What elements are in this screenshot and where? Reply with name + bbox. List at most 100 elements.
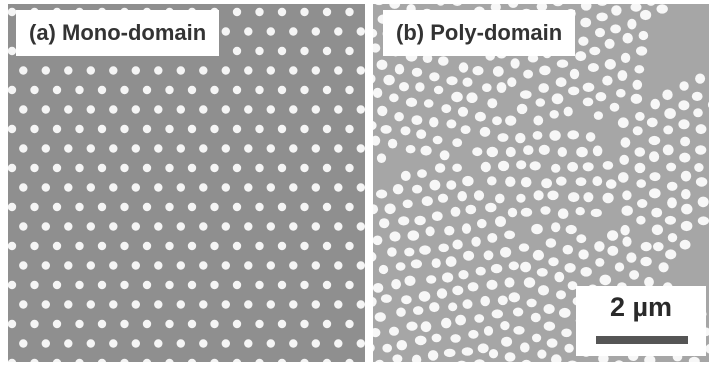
pore-dot (289, 261, 298, 270)
scale-bar: 2 µm (576, 286, 706, 356)
pore-dot (529, 161, 541, 171)
pore-dot (345, 7, 354, 17)
pore-dot (289, 27, 298, 36)
pore-dot (300, 280, 309, 290)
pore-dot (681, 189, 691, 200)
pore-dot (564, 263, 576, 273)
pore-dot (300, 241, 309, 251)
pore-dot (322, 85, 332, 95)
pore-dot (187, 280, 197, 290)
pore-dot (165, 280, 174, 290)
pore-dot (649, 172, 661, 182)
pore-dot (532, 249, 544, 261)
pore-dot (567, 161, 578, 172)
pore-dot (450, 334, 461, 343)
pore-dot (636, 215, 646, 225)
pore-dot (142, 280, 152, 290)
pore-dot (467, 282, 479, 292)
pore-dot (582, 97, 594, 107)
pore-dot (697, 196, 709, 208)
pore-dot (244, 144, 253, 153)
pore-dot (505, 146, 516, 158)
pore-dot (8, 124, 17, 134)
pore-dot (373, 204, 379, 215)
pore-dot (356, 222, 365, 231)
pore-dot (521, 359, 531, 362)
pore-dot (373, 235, 383, 246)
pore-dot (266, 339, 275, 348)
pore-dot (444, 225, 455, 236)
pore-dot (277, 7, 287, 17)
pore-dot (187, 163, 197, 173)
pore-dot (473, 190, 485, 201)
pore-dot (515, 132, 526, 144)
pore-dot (431, 333, 442, 343)
pore-dot (19, 300, 28, 309)
pore-dot (97, 319, 107, 329)
pore-dot (345, 319, 354, 329)
pore-dot (656, 4, 668, 14)
pore-dot (438, 243, 449, 253)
pore-dot (376, 59, 388, 70)
pore-dot (551, 222, 561, 233)
pore-dot (462, 299, 473, 309)
pore-dot (300, 85, 309, 95)
pore-dot (691, 91, 703, 101)
pore-dot (451, 91, 463, 103)
pore-dot (508, 292, 520, 303)
pore-dot (520, 90, 532, 99)
pore-dot (678, 119, 690, 130)
pore-dot (516, 103, 528, 115)
pore-dot (540, 206, 551, 215)
pore-dot (663, 125, 674, 135)
pore-dot (567, 360, 577, 362)
pore-dot (427, 350, 439, 361)
pore-dot (300, 202, 309, 212)
pore-dot (19, 183, 28, 192)
pore-dot (345, 358, 354, 362)
pore-dot (549, 110, 559, 119)
pore-dot (311, 300, 320, 309)
pore-dot (120, 124, 129, 134)
pore-dot (441, 317, 452, 329)
pore-dot (569, 68, 580, 80)
pore-dot (373, 328, 381, 338)
pore-dot (187, 202, 197, 212)
pore-dot (695, 124, 707, 135)
pore-dot (536, 268, 548, 277)
pore-dot (432, 135, 443, 145)
pore-dot (411, 67, 423, 77)
pore-dot (277, 358, 287, 362)
pore-dot (255, 163, 264, 173)
pore-dot (400, 170, 411, 181)
pore-dot (131, 261, 140, 270)
pore-dot (446, 119, 457, 129)
pore-dot (322, 319, 332, 329)
pore-dot (19, 222, 28, 231)
pore-dot (627, 18, 637, 30)
pore-dot (434, 163, 446, 173)
pore-dot (538, 144, 550, 155)
pore-dot (345, 280, 354, 290)
pore-dot (30, 280, 39, 290)
pore-dot (255, 241, 264, 251)
panel-a-label: (a) Mono-domain (16, 10, 220, 56)
pore-dot (266, 66, 275, 75)
pore-dot (376, 153, 387, 163)
pore-dot (221, 105, 230, 114)
pore-dot (596, 12, 608, 22)
pore-dot (485, 202, 497, 213)
pore-dot (421, 196, 433, 207)
pore-dot (86, 339, 96, 348)
pore-dot (391, 279, 401, 290)
pore-dot (199, 222, 208, 231)
pore-dot (653, 242, 664, 252)
pore-dot (232, 241, 242, 251)
pore-dot (221, 222, 230, 231)
pore-dot (548, 257, 559, 267)
pore-dot (664, 215, 676, 225)
pore-dot (461, 223, 472, 234)
pore-dot (232, 7, 242, 17)
pore-dot (266, 27, 275, 36)
pore-dot (255, 7, 264, 17)
